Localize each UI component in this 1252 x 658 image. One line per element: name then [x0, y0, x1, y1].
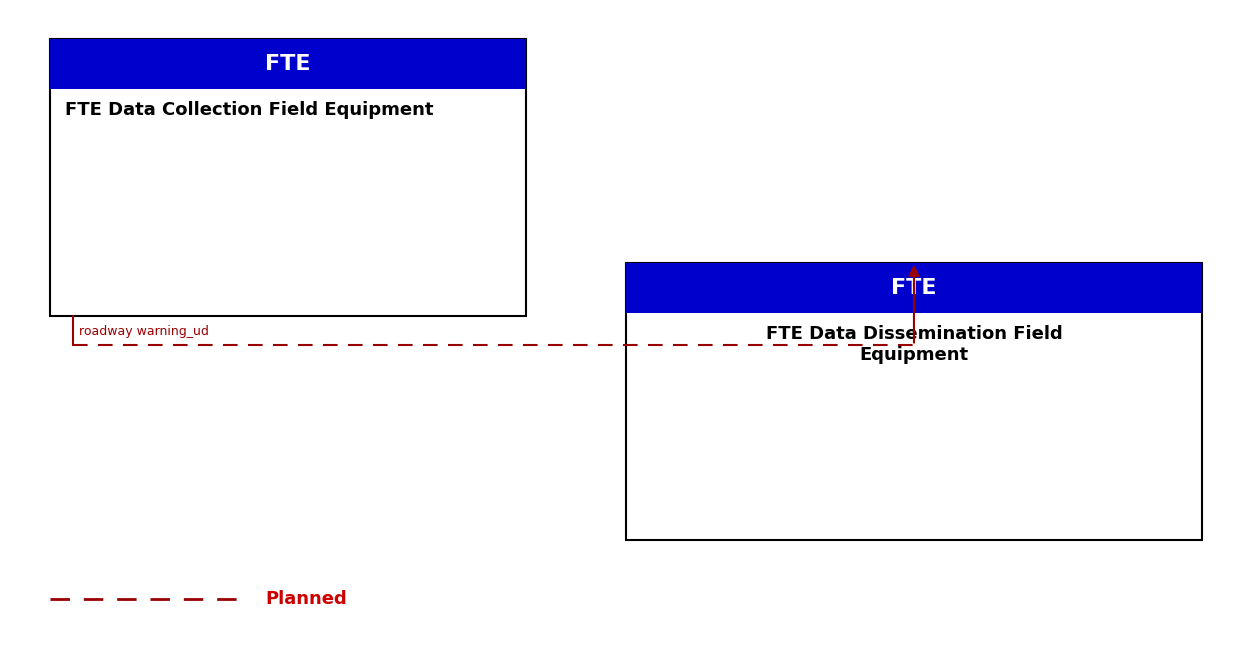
Text: Planned: Planned [265, 590, 347, 608]
Text: FTE: FTE [891, 278, 936, 298]
Text: roadway warning_ud: roadway warning_ud [79, 324, 209, 338]
Text: FTE Data Dissemination Field
Equipment: FTE Data Dissemination Field Equipment [765, 325, 1063, 364]
Text: FTE Data Collection Field Equipment: FTE Data Collection Field Equipment [65, 101, 433, 119]
Bar [50, 39, 526, 89]
Bar [626, 263, 1202, 540]
Bar [50, 39, 526, 316]
Bar [626, 263, 1202, 313]
Text: FTE: FTE [265, 55, 310, 74]
